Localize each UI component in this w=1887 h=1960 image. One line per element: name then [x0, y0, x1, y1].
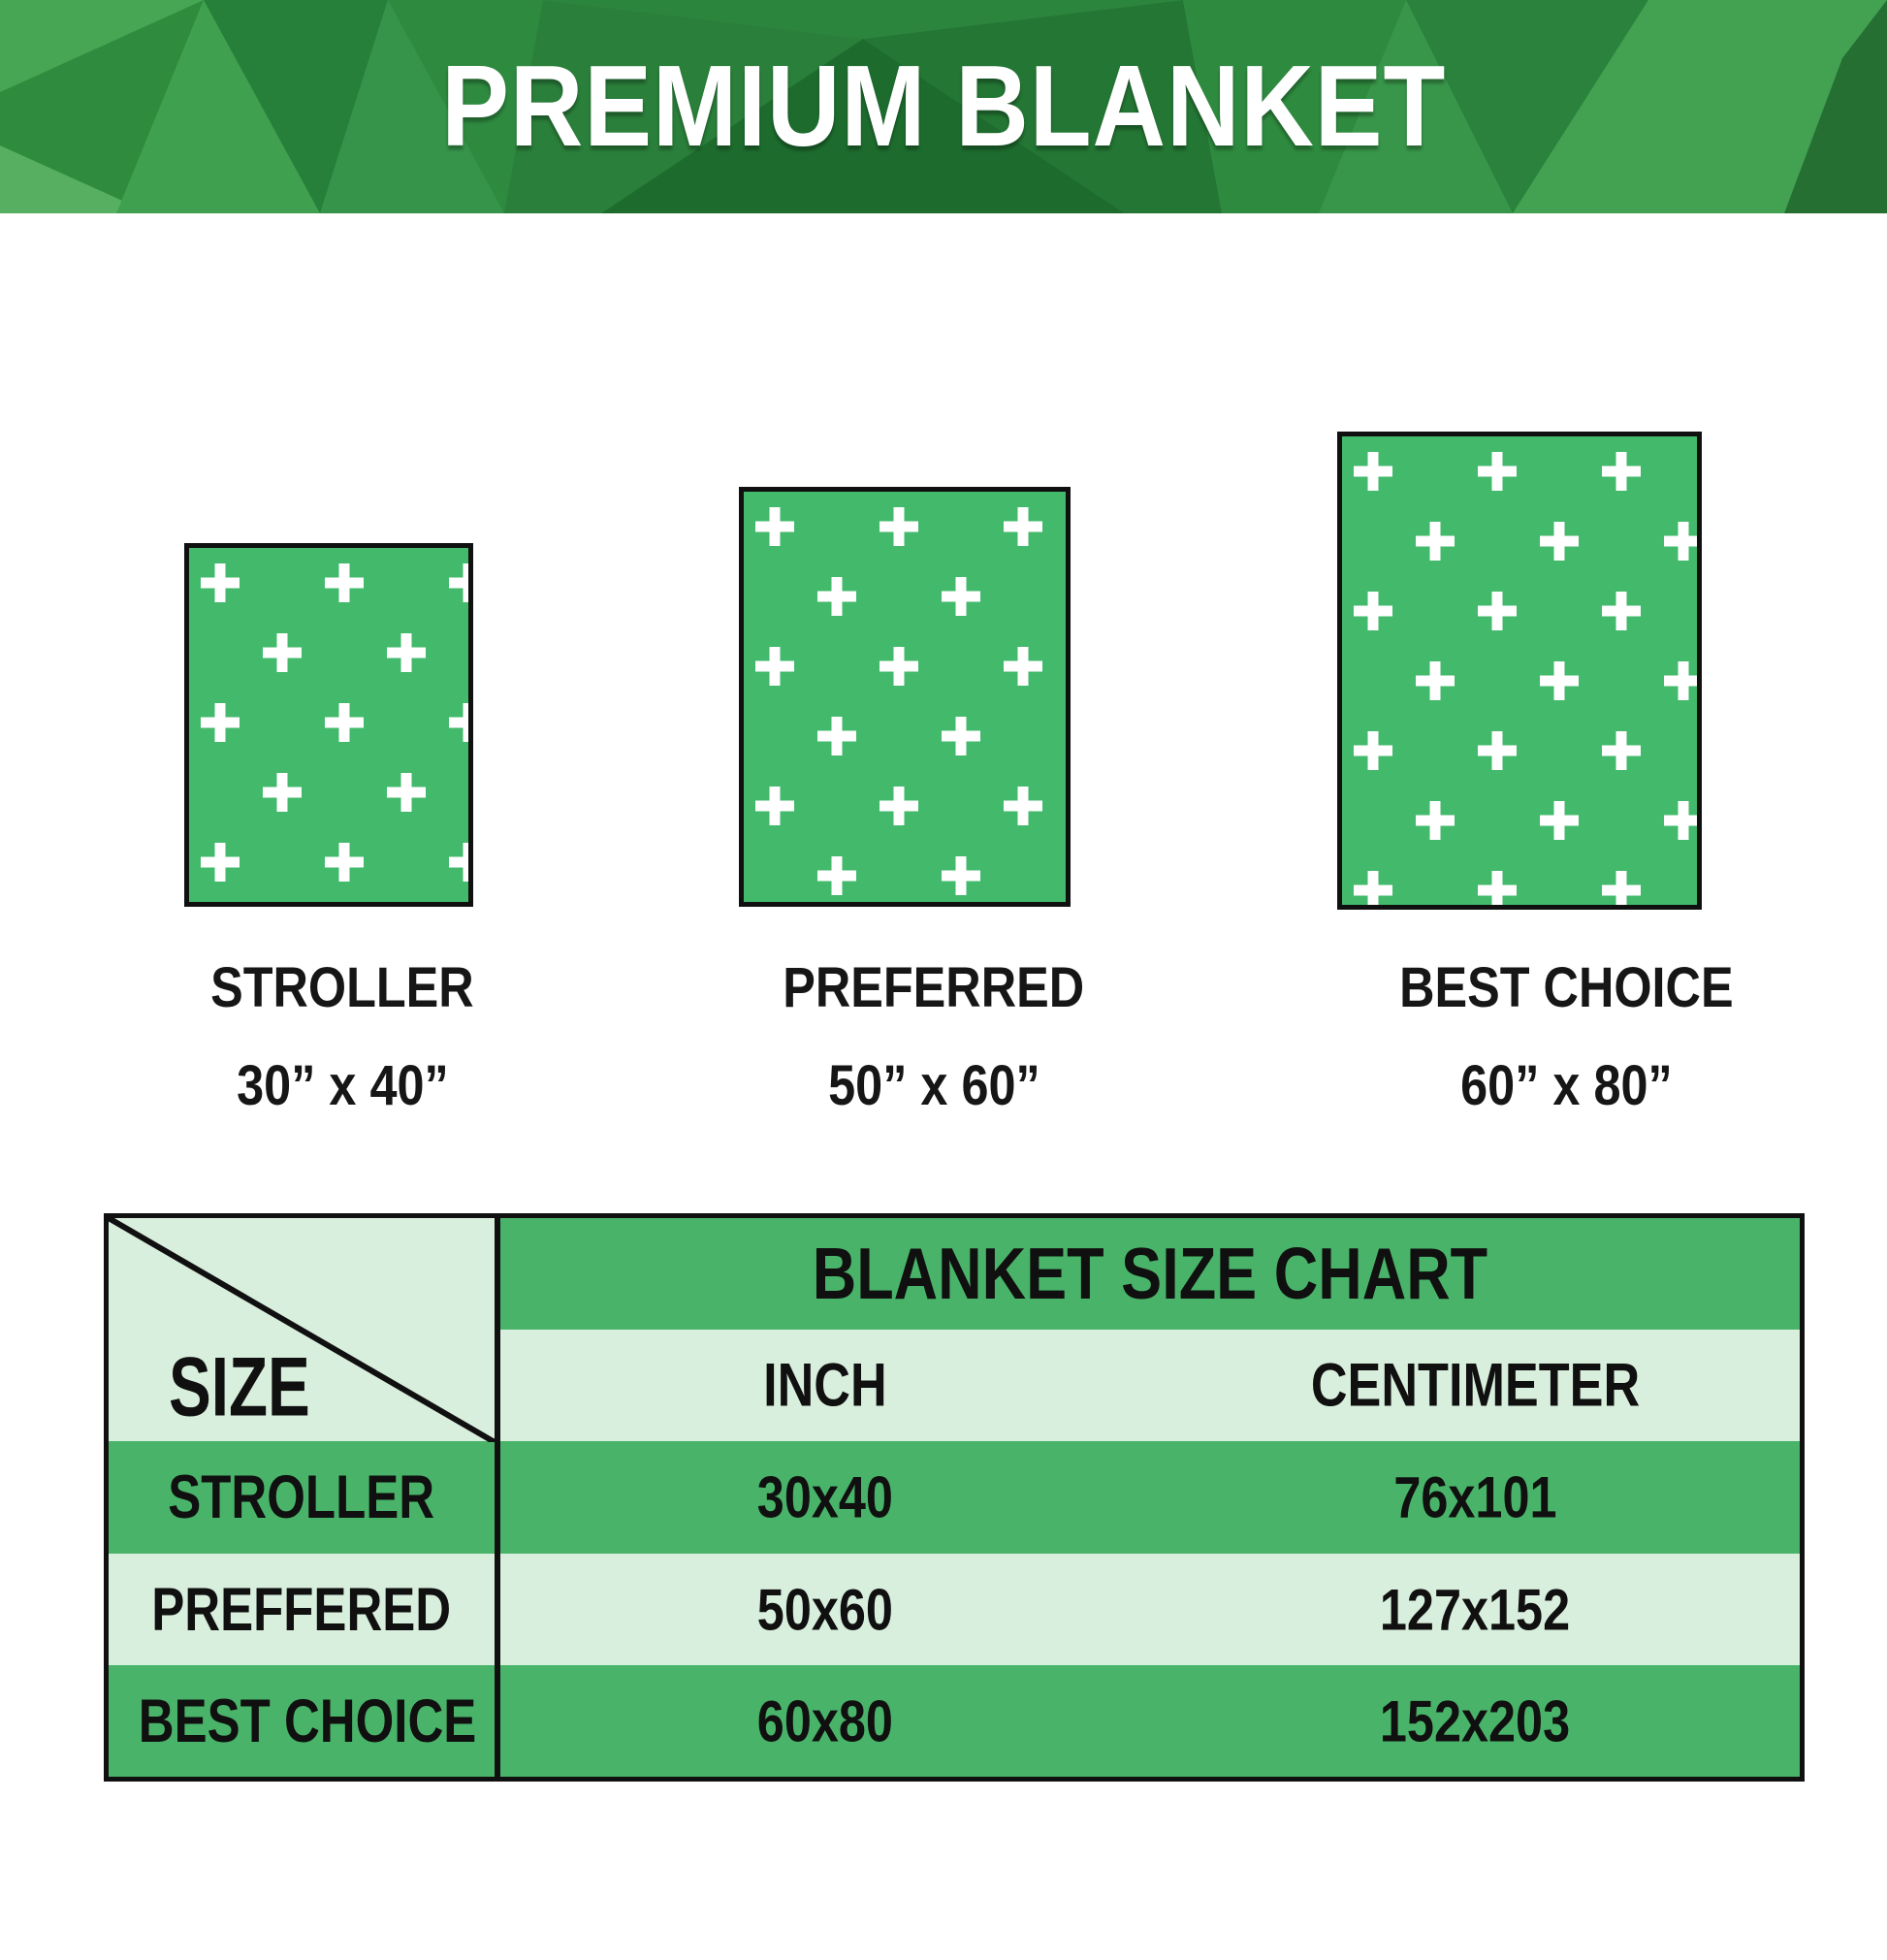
caption-stroller: STROLLER 30” x 40” — [148, 954, 536, 1117]
stroller-centimeter-value: 76x101 — [1392, 1463, 1557, 1530]
blanket-size-dimensions: 30” x 40” — [236, 1052, 449, 1117]
blanket-preferred-image — [739, 487, 1071, 907]
row-label-best-choice: BEST CHOICE — [138, 1687, 477, 1755]
best-choice-centimeter-value: 152x203 — [1379, 1687, 1571, 1754]
blanket-best-choice-image — [1337, 432, 1702, 910]
row-label-stroller: STROLLER — [168, 1462, 435, 1532]
preffered-inch-value: 50x60 — [756, 1576, 894, 1643]
plus-pattern-swatch — [744, 492, 1066, 902]
page-title: PREMIUM BLANKET — [0, 29, 1887, 184]
column-header-inch: INCH — [763, 1351, 887, 1420]
caption-preferred: PREFERRED 50” x 60” — [740, 954, 1128, 1117]
diagonal-line — [109, 1218, 495, 1442]
size-chart-table: SIZE BLANKET SIZE CHART INCH CENTIMETER … — [104, 1213, 1805, 1782]
best-choice-inch-value: 60x80 — [756, 1687, 894, 1754]
stroller-inch-value: 30x40 — [756, 1463, 894, 1530]
blanket-size-name: STROLLER — [210, 954, 474, 1019]
plus-pattern-swatch — [189, 548, 468, 902]
blanket-size-name: BEST CHOICE — [1398, 954, 1734, 1019]
page-title-text: PREMIUM BLANKET — [440, 42, 1446, 171]
table-row-band — [109, 1553, 1800, 1665]
table-row-band — [109, 1441, 1800, 1554]
blanket-size-dimensions: 50” x 60” — [827, 1052, 1040, 1117]
corner-cell: SIZE — [109, 1218, 495, 1442]
preffered-centimeter-value: 127x152 — [1379, 1576, 1571, 1643]
table-row-band — [109, 1664, 1800, 1777]
blanket-stroller-image — [184, 543, 473, 907]
blanket-size-name: PREFERRED — [783, 954, 1085, 1019]
row-label-preffered: PREFFERED — [151, 1574, 452, 1644]
plus-pattern-swatch — [1342, 436, 1697, 905]
column-header-centimeter: CENTIMETER — [1310, 1351, 1640, 1420]
low-poly-background — [0, 0, 1887, 213]
blanket-size-dimensions: 60” x 80” — [1459, 1052, 1673, 1117]
header-banner: PREMIUM BLANKET — [0, 0, 1887, 213]
column-divider-line — [495, 1218, 500, 1777]
table-title: BLANKET SIZE CHART — [812, 1232, 1488, 1315]
caption-best-choice: BEST CHOICE 60” x 80” — [1372, 954, 1760, 1117]
corner-label: SIZE — [169, 1340, 310, 1434]
